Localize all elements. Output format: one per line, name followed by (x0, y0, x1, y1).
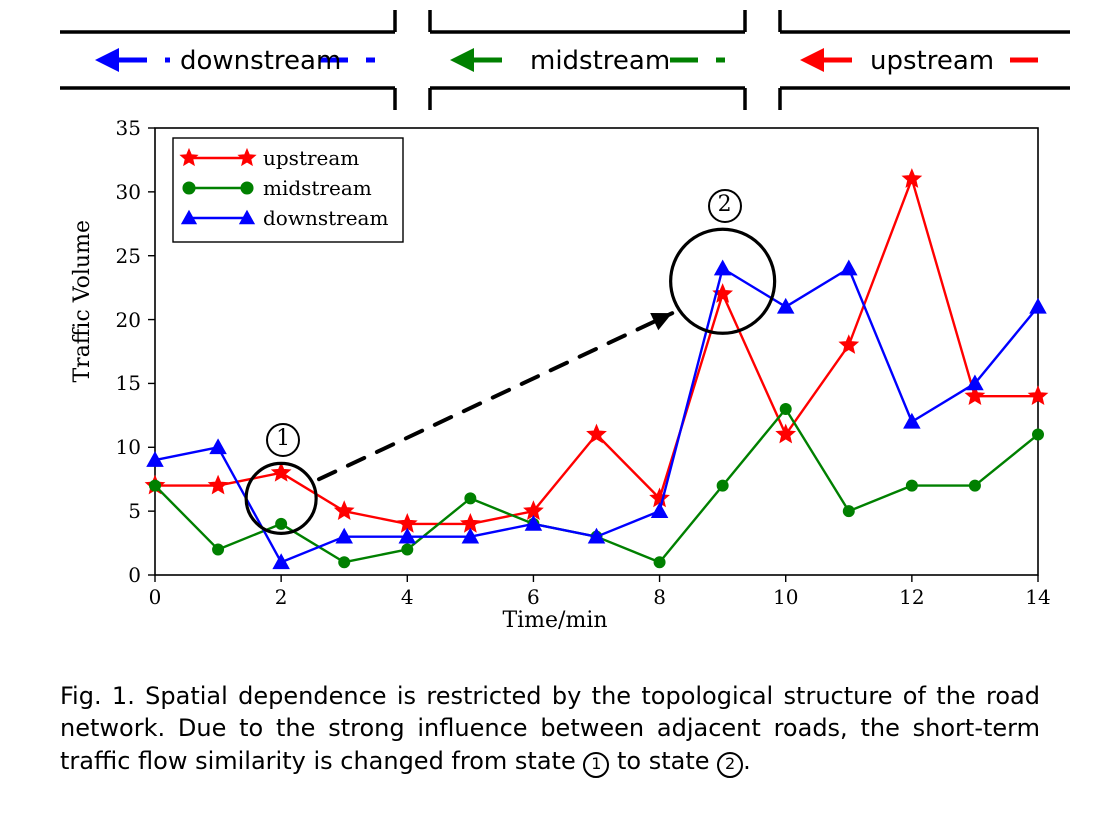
x-axis-label: Time/min (502, 608, 607, 633)
x-tick: 12 (899, 585, 924, 609)
legend-item-midstream: midstream (263, 176, 372, 200)
legend-item-downstream: downstream (263, 206, 388, 230)
traffic-chart (0, 0, 1100, 660)
figure-stage: downstream midstream upstream Traffic Vo… (0, 0, 1100, 826)
y-tick: 15 (116, 371, 141, 395)
annotation-state-2: 2 (708, 189, 742, 223)
caption-state-1: 1 (583, 752, 609, 778)
x-tick: 14 (1025, 585, 1050, 609)
caption-text-b: to state (609, 747, 717, 775)
legend-item-upstream: upstream (263, 146, 359, 170)
figure-caption: Fig. 1. Spatial dependence is restricted… (60, 680, 1040, 778)
y-tick: 35 (116, 116, 141, 140)
y-tick: 5 (128, 499, 141, 523)
x-tick: 0 (149, 585, 162, 609)
x-tick: 6 (527, 585, 540, 609)
y-tick: 20 (116, 308, 141, 332)
x-tick: 10 (773, 585, 798, 609)
x-tick: 2 (275, 585, 288, 609)
y-tick: 25 (116, 244, 141, 268)
y-tick: 10 (116, 435, 141, 459)
x-tick: 8 (653, 585, 666, 609)
y-tick: 30 (116, 180, 141, 204)
y-axis-label: Traffic Volume (70, 220, 95, 383)
caption-text-a: Spatial dependence is restricted by the … (60, 682, 1040, 775)
caption-prefix: Fig. 1. (60, 682, 135, 710)
caption-state-2: 2 (717, 752, 743, 778)
x-tick: 4 (401, 585, 414, 609)
y-tick: 0 (128, 563, 141, 587)
caption-text-c: . (743, 747, 751, 775)
